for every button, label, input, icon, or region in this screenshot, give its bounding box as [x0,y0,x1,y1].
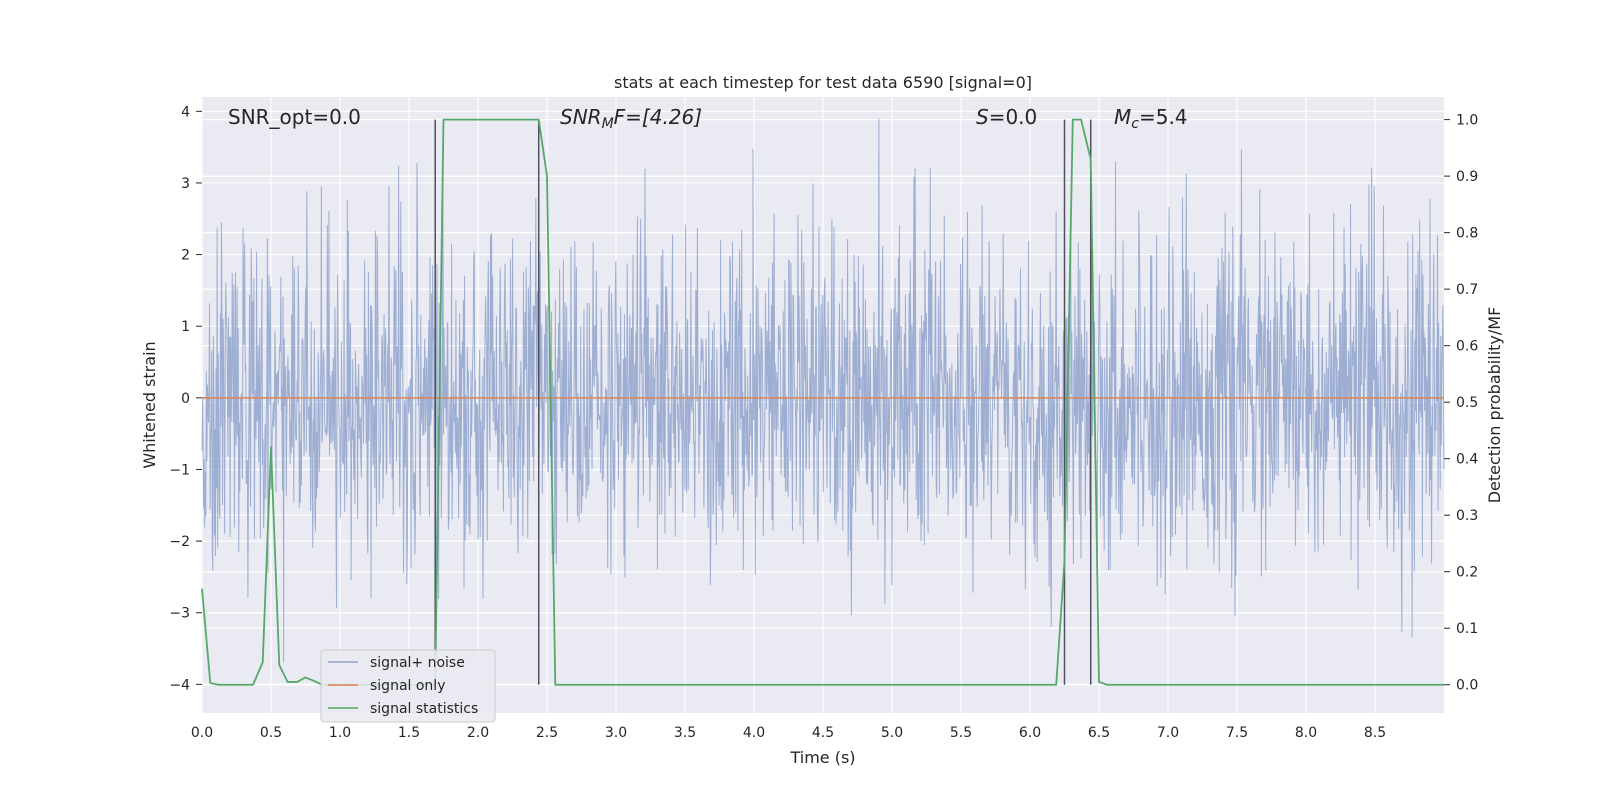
y-axis-right-label: Detection probability/MF [1485,307,1504,504]
y-left-tick-label: −1 [169,462,190,478]
y-axis-left-label: Whitened strain [140,341,159,468]
annotation-s-stat-var: S [976,105,989,129]
annotation-chirp-mass: Mc=5.4 [1114,105,1188,132]
annotation-mc-rest: =5.4 [1139,105,1188,129]
vertical-markers [434,119,1092,685]
y-left-tick-label: 0 [181,391,190,407]
y-left-tick-label: 1 [181,319,190,335]
x-tick-label: 2.5 [536,725,558,741]
x-tick-label: 5.0 [881,725,903,741]
legend-label-signal-only: signal only [370,678,445,694]
y-right-tick-label: 1.0 [1456,113,1478,129]
x-tick-label: 6.5 [1088,725,1110,741]
axis-ticks: 0.0 0.5 1.0 1.5 2.0 2.5 3.0 3.5 4.0 4.5 5.0 5.5 6.0 6… [169,104,1478,741]
x-tick-label: 2.0 [467,725,489,741]
x-tick-label: 6.0 [1019,725,1041,741]
y-right-tick-label: 0.4 [1456,452,1478,468]
annotation-snr-opt: SNR_opt=0.0 [228,105,361,129]
legend-box [320,649,496,723]
x-tick-label: 3.5 [674,725,696,741]
legend-label-signal-plus-noise: signal+ noise [370,655,465,671]
y-right-tick-label: 0.0 [1456,678,1478,694]
series-signal-plus-noise [201,118,1445,663]
y-right-tick-label: 0.3 [1456,508,1478,524]
y-left-tick-label: 3 [181,176,190,192]
x-tick-label: 7.0 [1157,725,1179,741]
x-tick-label: 4.5 [812,725,834,741]
annotation-s-stat: S=0.0 [976,105,1037,129]
annotation-snr-mf: SNRMF=[4.26] [560,105,702,132]
y-left-tick-label: −3 [169,606,190,622]
x-tick-label: 0.0 [191,725,213,741]
annotation-snr-mf-rest: F=[4.26] [614,105,702,129]
signal-plus-noise-line [201,118,1445,663]
x-axis-label: Time (s) [789,748,855,767]
y-right-tick-label: 0.1 [1456,621,1478,637]
annotation-mc-sub: c [1131,116,1139,132]
x-tick-label: 8.5 [1364,725,1386,741]
y-right-tick-label: 0.7 [1456,282,1478,298]
x-tick-label: 8.0 [1295,725,1317,741]
y-left-tick-label: −4 [169,677,190,693]
y-left-tick-label: 4 [181,104,190,120]
y-right-tick-label: 0.9 [1456,169,1478,185]
annotation-s-stat-rest: =0.0 [989,105,1038,129]
x-tick-label: 3.0 [605,725,627,741]
y-right-tick-label: 0.5 [1456,395,1478,411]
y-right-tick-label: 0.6 [1456,339,1478,355]
chart-title: stats at each timestep for test data 659… [614,73,1032,92]
x-tick-label: 1.0 [329,725,351,741]
y-left-tick-label: 2 [181,248,190,264]
annotation-snr-mf-sub: M [602,116,614,132]
annotation-snr-mf-base: SNR [560,105,602,129]
x-tick-label: 1.5 [398,725,420,741]
y-left-tick-label: −2 [169,534,190,550]
y-right-tick-label: 0.2 [1456,565,1478,581]
x-tick-label: 4.0 [743,725,765,741]
y-right-tick-label: 0.8 [1456,226,1478,242]
legend: signal+ noise signal only signal statist… [320,649,496,723]
x-tick-label: 0.5 [260,725,282,741]
x-tick-label: 5.5 [950,725,972,741]
legend-label-signal-statistics: signal statistics [370,701,478,717]
x-tick-label: 7.5 [1226,725,1248,741]
annotation-mc-base: M [1114,105,1131,129]
